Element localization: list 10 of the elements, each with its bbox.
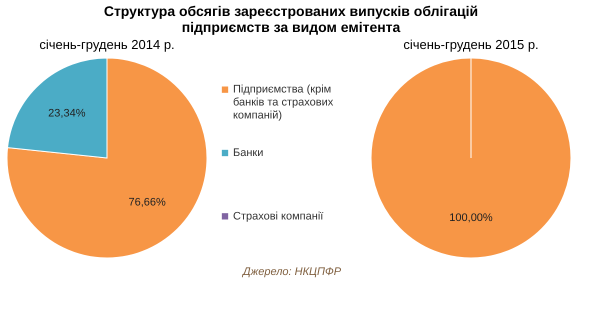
data-label: 100,00% <box>449 212 493 224</box>
data-label: 76,66% <box>128 196 166 209</box>
slice-label: січень-грудень 2015 р. <box>403 37 539 52</box>
legend-label: Підприємства (крім банків та страхових компаній) <box>233 84 334 122</box>
legend-label: Страхові компанії <box>233 210 324 222</box>
chart-title: Структура обсягів зареєстрованих випусків облігацій підприємств за видом емітента <box>104 3 478 35</box>
legend-label: Банки <box>233 147 264 159</box>
text: Джерело: НКЦПФР <box>240 266 342 278</box>
slice-label: січень-грудень 2014 р. <box>39 37 175 52</box>
data-label: 23,34% <box>48 107 86 120</box>
